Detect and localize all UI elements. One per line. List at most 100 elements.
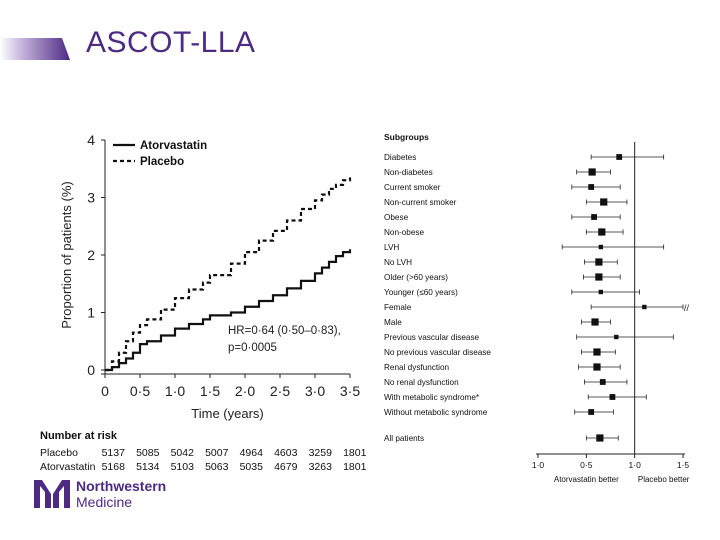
forest-row-label: All patients (384, 434, 424, 443)
km-y-tick-label: 4 (87, 132, 95, 148)
forest-row-label: Previous vascular disease (384, 333, 480, 342)
forest-point (588, 409, 595, 415)
forest-row-label: No renal dysfunction (384, 378, 459, 387)
forest-point (591, 214, 597, 220)
risk-cell: 5007 (205, 447, 229, 459)
forest-point (599, 379, 606, 385)
forest-point (598, 289, 604, 295)
km-x-tick-label: 1·0 (165, 383, 185, 399)
risk-table-row: Atorvastatin 5168 5134 5103 5063 5035 4679 3263… (40, 460, 372, 474)
km-legend-label: Placebo (140, 156, 184, 168)
km-series-placebo (105, 177, 352, 372)
forest-plot: Subgroups Diabetes Non-diabetes Current sm… (384, 132, 690, 484)
forest-row-label: Without metabolic syndrome (384, 408, 488, 417)
forest-point (596, 434, 604, 442)
km-x-tick-label: 1·5 (200, 383, 220, 399)
forest-point (600, 198, 608, 206)
risk-cell: 5137 (101, 447, 125, 459)
km-y-tick-label: 3 (87, 190, 95, 206)
forest-row-label: Obese (384, 213, 409, 222)
forest-point (614, 334, 619, 340)
hazard-ratio-annotation: HR=0·64 (0·50–0·83), (228, 325, 341, 337)
km-x-tick-label: 2·0 (235, 383, 255, 399)
forest-header: Subgroups (384, 132, 429, 142)
forest-right-label: Placebo better (638, 475, 690, 484)
kaplan-meier-chart: 0 1 2 3 4 0 0·5 1·0 1·5 2·0 2·5 3·0 3·5 Time (years) P… (59, 132, 360, 421)
forest-point (609, 394, 616, 400)
risk-cell: 5103 (170, 461, 194, 473)
km-lines (105, 177, 352, 372)
forest-point (588, 168, 596, 176)
forest-row-label: Female (384, 303, 412, 312)
forest-point (588, 184, 595, 190)
km-x-axis-label: Time (years) (191, 406, 263, 421)
risk-cell: 3259 (308, 447, 332, 459)
forest-point (593, 348, 601, 356)
km-legend: Atorvastatin Placebo (113, 140, 207, 168)
title-accent-bar (0, 38, 70, 60)
forest-point (598, 228, 606, 236)
forest-break-mark: // (684, 303, 690, 313)
km-x-tick-label: 0·5 (130, 383, 150, 399)
risk-cell: 5168 (101, 461, 125, 473)
km-axes: 0 1 2 3 4 0 0·5 1·0 1·5 2·0 2·5 3·0 3·5 Time (years) P… (59, 132, 360, 421)
km-y-tick-label: 0 (87, 362, 95, 378)
forest-left-label: Atorvastatin better (554, 475, 619, 484)
forest-row-label: Older (>60 years) (384, 273, 448, 282)
logo-line-2: Medicine (76, 494, 133, 510)
forest-row-label: LVH (384, 243, 399, 252)
risk-cell: 5042 (170, 447, 194, 459)
forest-x-tick-label: 0·5 (580, 460, 593, 470)
forest-row-label: Renal dysfunction (384, 363, 450, 372)
nm-logo-mark-icon (34, 480, 70, 508)
forest-point (591, 318, 599, 326)
risk-cell: 4679 (274, 461, 298, 473)
km-x-tick-label: 0 (101, 383, 109, 399)
risk-cell: 1801 (343, 461, 367, 473)
km-y-axis-label: Proportion of patients (%) (59, 181, 74, 328)
km-x-tick-label: 2·5 (270, 383, 290, 399)
km-y-tick-label: 1 (87, 305, 95, 321)
risk-table-title: Number at risk (40, 430, 118, 442)
risk-table-body: Placebo 5137 5085 5042 5007 4964 4603 3259 1801 A… (40, 446, 372, 474)
forest-point (616, 154, 623, 160)
slide-title: ASCOT-LLA (86, 26, 256, 59)
forest-row-label: Non-obese (384, 228, 425, 237)
forest-x-tick-label: 1·0 (532, 460, 545, 470)
forest-row-label: No LVH (384, 258, 412, 267)
km-series-atorvastatin (105, 249, 352, 372)
forest-point (593, 363, 601, 371)
forest-point (595, 273, 603, 281)
risk-row-label: Placebo (40, 447, 78, 459)
km-x-tick-label: 3·5 (340, 383, 360, 399)
forest-point (595, 258, 603, 266)
km-x-tick-label: 3·0 (305, 383, 325, 399)
risk-cell: 4964 (239, 447, 263, 459)
risk-cell: 5063 (205, 461, 229, 473)
forest-row-label: No previous vascular disease (384, 348, 491, 357)
risk-cell: 5134 (136, 461, 160, 473)
km-legend-label: Atorvastatin (140, 140, 207, 152)
forest-row-label: Non-diabetes (384, 168, 433, 177)
logo-line-1: Northwestern (76, 478, 167, 494)
forest-row-label: Male (384, 318, 402, 327)
risk-cell: 5035 (239, 461, 263, 473)
risk-table-row: Placebo 5137 5085 5042 5007 4964 4603 3259 1801 (40, 446, 372, 460)
risk-row-label: Atorvastatin (40, 461, 96, 473)
risk-cell: 1801 (343, 447, 367, 459)
forest-point (642, 304, 647, 310)
km-y-tick-label: 2 (87, 247, 95, 263)
forest-point (598, 244, 604, 250)
risk-cell: 5085 (136, 447, 160, 459)
forest-row-label: Current smoker (384, 183, 441, 192)
forest-x-tick-label: 1·0 (629, 460, 642, 470)
forest-x-tick-label: 1·5 (677, 460, 690, 470)
forest-row-label: Non-current smoker (384, 198, 457, 207)
number-at-risk-table: Number at risk Placebo 5137 5085 5042 5007 49… (40, 430, 372, 474)
forest-row-label: Younger (≤60 years) (384, 288, 458, 297)
forest-row-label: Diabetes (384, 153, 416, 162)
forest-axis: 1·0 0·5 1·0 1·5 Atorvastatin better Placebo b… (532, 142, 690, 484)
forest-row-label: With metabolic syndrome* (384, 393, 480, 402)
northwestern-medicine-logo: Northwestern Medicine (34, 476, 194, 516)
risk-cell: 3263 (308, 461, 332, 473)
